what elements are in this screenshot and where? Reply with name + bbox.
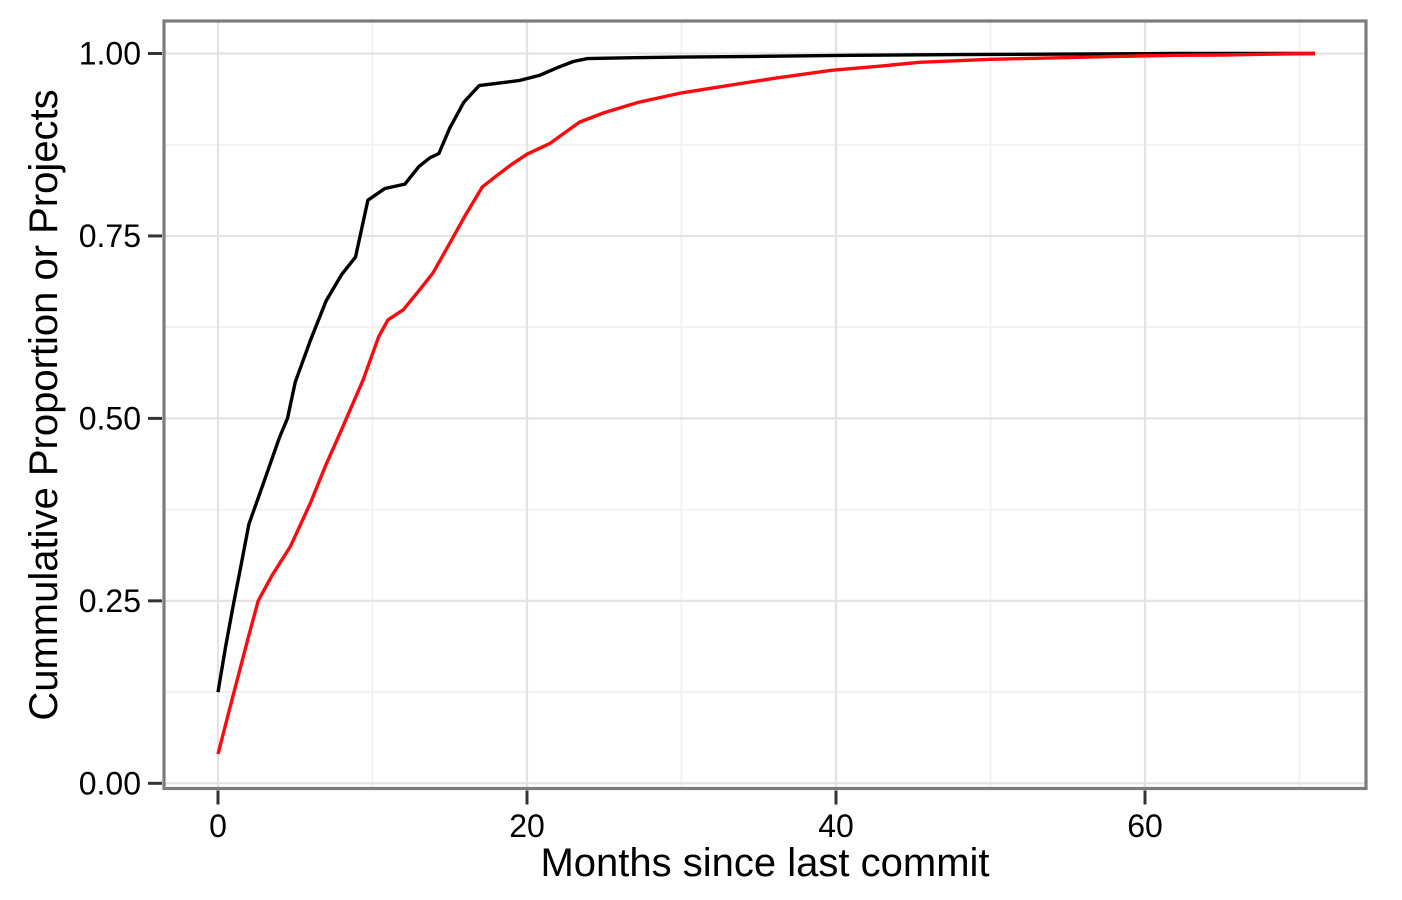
y-tick-label: 0.25 (79, 583, 141, 619)
x-axis-title: Months since last commit (540, 841, 989, 885)
x-tick-label: 40 (818, 808, 854, 844)
y-tick-label: 0.50 (79, 400, 141, 436)
x-tick-label: 20 (509, 808, 545, 844)
series-red-line (216, 51, 1316, 755)
gridlines-minor (164, 21, 1366, 789)
y-tick-label: 1.00 (79, 36, 141, 72)
axis-ticks (148, 52, 1147, 805)
y-tick-label: 0.75 (79, 218, 141, 254)
series-black-line (216, 51, 1315, 693)
x-tick-label: 0 (209, 808, 227, 844)
x-tick-label: 60 (1127, 808, 1163, 844)
series-lines (216, 51, 1316, 755)
panel-border (162, 19, 1368, 791)
axis-tick-labels: 0 20 40 60 0.00 0.25 0.50 0.75 1.00 (79, 36, 1163, 845)
y-axis-title: Cummulative Proportion or Projects (22, 89, 66, 720)
y-tick-label: 0.00 (79, 765, 141, 801)
